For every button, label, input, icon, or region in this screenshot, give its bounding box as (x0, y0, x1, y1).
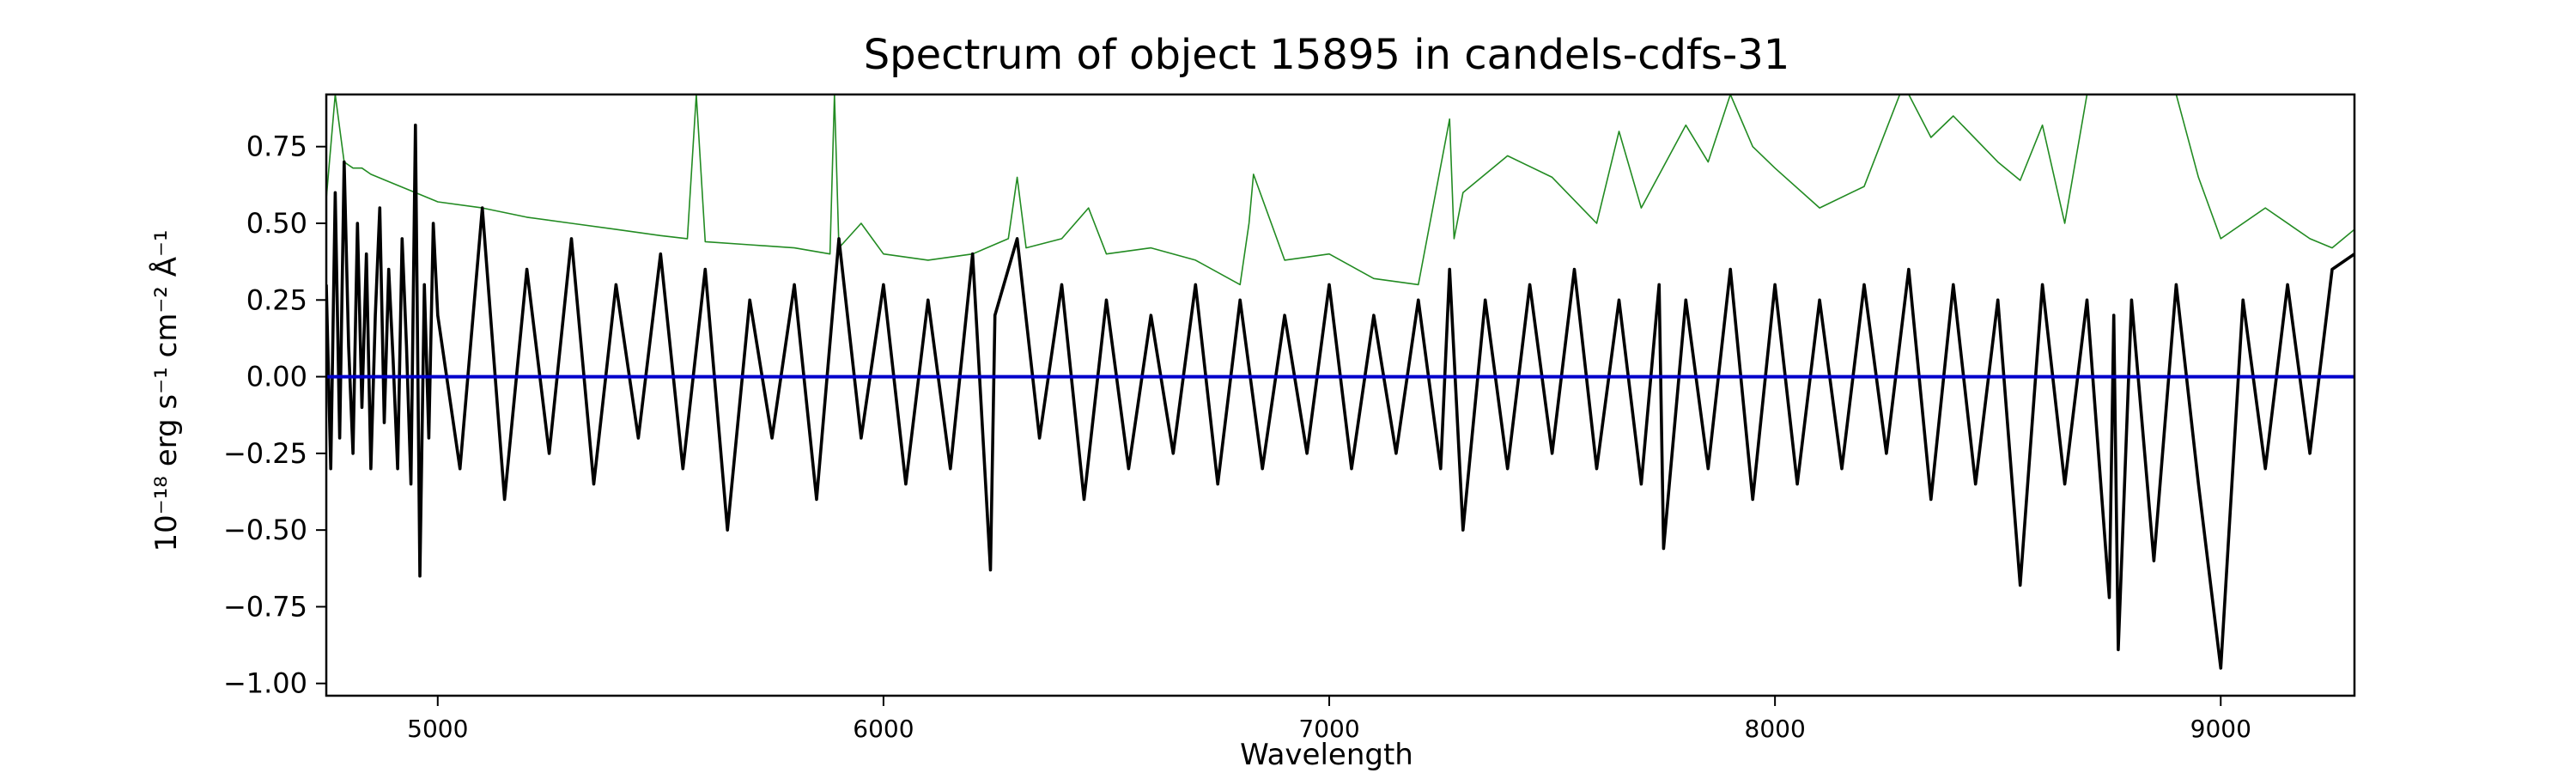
y-axis-label: 10⁻¹⁸ erg s⁻¹ cm⁻² Å⁻¹ (149, 229, 184, 551)
y-axis-ticks: 0.75 0.50 0.25 0.00 −0.25 −0.50 −0.75 −1.00 (223, 131, 326, 700)
plot-area (325, 93, 2356, 697)
x-tick-label: 6000 (853, 715, 914, 743)
chart-title: Spectrum of object 15895 in candels-cdfs… (864, 31, 1790, 79)
x-tick-label: 9000 (2190, 715, 2251, 743)
plot-frame (325, 93, 2356, 697)
y-tick-label: −1.00 (223, 667, 307, 700)
y-tick-label: 0.00 (246, 361, 307, 393)
y-tick-label: 0.75 (246, 131, 307, 163)
x-tick-label: 5000 (407, 715, 468, 743)
x-tick-label: 8000 (1745, 715, 1806, 743)
x-tick-label: 7000 (1298, 715, 1359, 743)
y-tick-label: 0.25 (246, 283, 307, 316)
flux-series-line (326, 123, 2354, 670)
noise-series-line (326, 94, 2354, 286)
y-tick-label: −0.75 (223, 590, 307, 623)
x-axis-label: Wavelength (1240, 738, 1413, 772)
x-axis-ticks: 5000 6000 7000 8000 9000 (407, 696, 2251, 743)
y-tick-label: −0.25 (223, 437, 307, 470)
y-tick-label: −0.50 (223, 514, 307, 546)
y-tick-label: 0.50 (246, 207, 307, 240)
